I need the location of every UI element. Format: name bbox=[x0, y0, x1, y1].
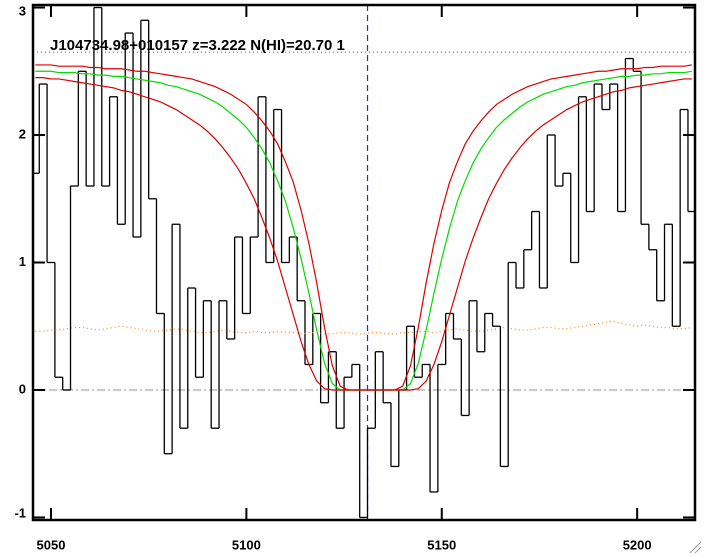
step-connector bbox=[38, 7, 689, 518]
y-tick-label: -1 bbox=[14, 505, 26, 520]
resize-grip bbox=[689, 541, 702, 554]
x-tick-label: 5050 bbox=[37, 537, 66, 552]
series-line bbox=[35, 77, 692, 391]
x-tick-label: 5100 bbox=[232, 537, 261, 552]
y-tick-label: 0 bbox=[19, 381, 26, 396]
y-tick-label: 2 bbox=[19, 126, 26, 141]
y-tick-label: 1 bbox=[19, 254, 26, 269]
x-tick-label: 5150 bbox=[427, 537, 456, 552]
plot-area bbox=[33, 5, 695, 520]
series-line bbox=[35, 320, 692, 335]
y-tick-label: 3 bbox=[19, 3, 26, 18]
x-tick-label: 5200 bbox=[623, 537, 652, 552]
chart-title: J104734.98+010157 z=3.222 N(HI)=20.70 1 bbox=[50, 37, 345, 54]
